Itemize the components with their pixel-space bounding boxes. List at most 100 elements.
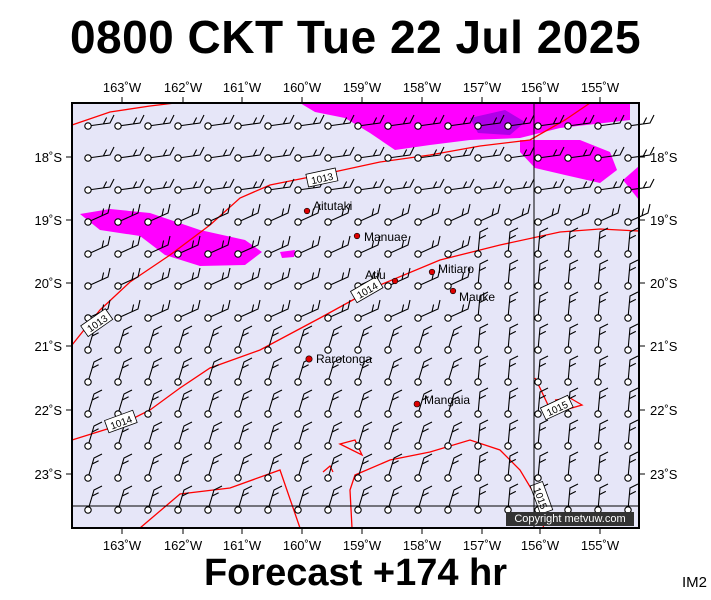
wind-barb bbox=[84, 389, 103, 418]
wind-barb bbox=[144, 325, 163, 354]
wind-barb bbox=[114, 325, 133, 354]
wind-barb bbox=[264, 453, 283, 482]
wind-barb bbox=[444, 146, 475, 162]
lon-label-bottom: 160˚W bbox=[283, 538, 322, 553]
island-label-rarotonga: Rarotonga bbox=[316, 352, 372, 366]
wind-barb bbox=[114, 203, 141, 226]
wind-barbs bbox=[84, 114, 655, 514]
wind-barb bbox=[114, 299, 141, 322]
wind-barb bbox=[504, 291, 519, 322]
wind-barb bbox=[324, 114, 355, 130]
wind-barb bbox=[354, 146, 385, 162]
wind-barb bbox=[174, 421, 193, 450]
isobar-label-1013-a: 1013 bbox=[310, 172, 334, 187]
lon-label-bottom: 155˚W bbox=[581, 538, 620, 553]
wind-barb bbox=[264, 235, 291, 258]
wind-barb bbox=[564, 178, 595, 194]
wind-barb bbox=[144, 453, 163, 482]
wind-barb bbox=[534, 451, 549, 482]
wind-barb bbox=[294, 146, 325, 162]
wind-barb bbox=[234, 203, 261, 226]
wind-barb bbox=[444, 235, 471, 258]
wind-barb bbox=[474, 259, 489, 290]
island-marker-aitutaki bbox=[303, 207, 311, 215]
wind-barb bbox=[114, 453, 133, 482]
lon-label-top: 155˚W bbox=[581, 80, 620, 95]
lat-label-right: 21˚S bbox=[650, 339, 678, 354]
wind-barb bbox=[204, 235, 231, 258]
wind-barb bbox=[264, 203, 291, 226]
wind-barb bbox=[594, 259, 609, 290]
wind-barb bbox=[354, 325, 373, 354]
lon-label-bottom: 163˚W bbox=[103, 538, 142, 553]
wind-barb bbox=[444, 453, 463, 482]
wind-barb bbox=[204, 485, 223, 514]
wind-barb bbox=[144, 203, 171, 226]
wind-barb bbox=[114, 146, 145, 162]
wind-barb bbox=[534, 419, 549, 450]
wind-barb bbox=[444, 114, 475, 130]
wind-barb bbox=[384, 453, 403, 482]
wind-barb bbox=[384, 299, 411, 322]
wind-barb bbox=[324, 203, 351, 226]
wind-barb bbox=[264, 389, 283, 418]
wind-barb bbox=[204, 389, 223, 418]
wind-barb bbox=[414, 421, 433, 450]
island-marker-mangaia bbox=[413, 400, 421, 408]
wind-barb bbox=[594, 419, 609, 450]
wind-barb bbox=[234, 235, 261, 258]
wind-barb bbox=[534, 387, 549, 418]
wind-barb bbox=[114, 357, 133, 386]
wind-barb bbox=[384, 357, 403, 386]
wind-barb bbox=[234, 267, 261, 290]
wind-barb bbox=[324, 453, 343, 482]
wind-barb bbox=[84, 453, 103, 482]
wind-barb bbox=[414, 485, 433, 514]
wind-barb bbox=[174, 453, 193, 482]
wind-barb bbox=[114, 114, 145, 130]
wind-barb bbox=[84, 178, 115, 194]
precipitation-areas bbox=[80, 103, 639, 266]
wind-barb bbox=[174, 325, 193, 354]
wind-barb bbox=[474, 419, 489, 450]
wind-barb bbox=[144, 146, 175, 162]
wind-barb bbox=[624, 114, 655, 130]
wind-barb bbox=[534, 114, 565, 130]
wind-barb bbox=[594, 323, 609, 354]
wind-barb bbox=[414, 235, 441, 258]
wind-barb bbox=[504, 323, 519, 354]
lon-label-top: 159˚W bbox=[343, 80, 382, 95]
wind-barb bbox=[264, 357, 283, 386]
wind-barb bbox=[384, 146, 415, 162]
wind-barb bbox=[504, 146, 535, 162]
wind-barb bbox=[354, 203, 381, 226]
wind-barb bbox=[294, 453, 313, 482]
wind-barb bbox=[174, 267, 201, 290]
wind-barb bbox=[504, 178, 535, 194]
image-code: IM2 bbox=[681, 574, 707, 591]
lat-label-right: 20˚S bbox=[650, 276, 678, 291]
wind-barb bbox=[564, 146, 595, 162]
wind-barb bbox=[234, 453, 253, 482]
wind-barb bbox=[114, 485, 133, 514]
wind-barb bbox=[324, 421, 343, 450]
wind-barb bbox=[354, 178, 385, 194]
wind-barb bbox=[594, 227, 609, 258]
wind-barb bbox=[294, 325, 313, 354]
wind-barb bbox=[174, 146, 205, 162]
wind-barb bbox=[384, 389, 403, 418]
wind-barb bbox=[354, 485, 373, 514]
wind-barb bbox=[564, 291, 579, 322]
wind-barb bbox=[594, 291, 609, 322]
wind-barb bbox=[384, 203, 411, 226]
lon-label-bottom: 161˚W bbox=[223, 538, 262, 553]
wind-barb bbox=[384, 178, 415, 194]
lon-label-bottom: 159˚W bbox=[343, 538, 382, 553]
lon-label-bottom: 162˚W bbox=[164, 538, 203, 553]
wind-barb bbox=[564, 227, 579, 258]
wind-barb bbox=[324, 357, 343, 386]
lat-label-left: 21˚S bbox=[35, 339, 63, 354]
wind-barb bbox=[84, 357, 103, 386]
lat-label-right: 22˚S bbox=[650, 403, 678, 418]
lon-label-bottom: 158˚W bbox=[403, 538, 442, 553]
